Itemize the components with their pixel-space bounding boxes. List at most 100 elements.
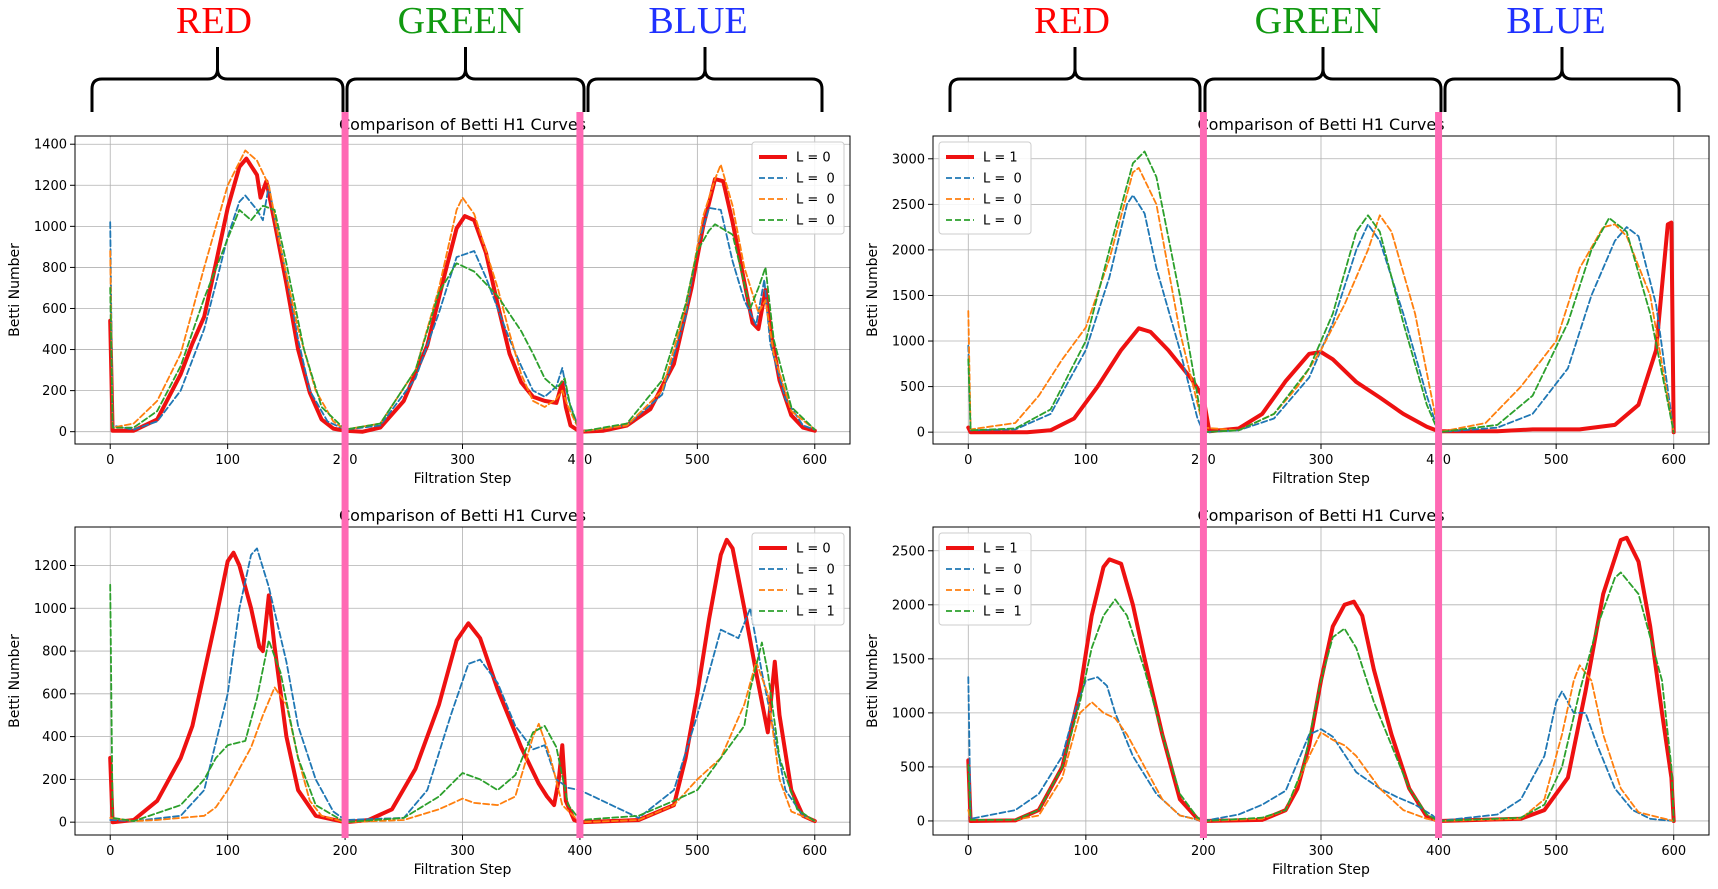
channel-brace [1443, 47, 1681, 112]
series-line-2 [109, 547, 816, 822]
channel-brace [345, 47, 586, 112]
legend-label: L = 0 [983, 214, 1022, 229]
channel-braces [90, 47, 1681, 112]
y-tick-label: 0 [917, 426, 925, 441]
x-tick-label: 200 [333, 844, 358, 859]
legend-label: L = 0 [796, 151, 831, 166]
series-line-2 [967, 194, 1675, 434]
y-tick-label: 1500 [892, 289, 925, 304]
legend-label: L = 0 [983, 584, 1022, 599]
right-channel-label-blue: BLUE [1506, 0, 1605, 42]
legend-label: L = 0 [796, 193, 835, 208]
x-tick-label: 0 [106, 844, 114, 859]
x-tick-label: 100 [215, 453, 240, 468]
series-line-4 [109, 204, 816, 433]
y-tick-label: 0 [917, 814, 925, 829]
x-axis-label: Filtration Step [414, 862, 512, 878]
legend-label: L = 0 [983, 172, 1022, 187]
y-tick-label: 1000 [892, 706, 925, 721]
legend-box [751, 141, 845, 235]
legend: L = 1 L = 0 L = 0 L = 0 [938, 141, 1032, 235]
chart-title: Comparison of Betti H1 Curves [339, 115, 586, 134]
x-tick-label: 400 [568, 844, 593, 859]
y-tick-label: 1500 [892, 652, 925, 667]
x-axis-label: Filtration Step [1272, 471, 1370, 487]
x-tick-label: 100 [1073, 844, 1098, 859]
left-channel-label-green: GREEN [398, 0, 525, 42]
y-tick-label: 1000 [34, 602, 67, 617]
y-tick-label: 200 [42, 384, 67, 399]
x-tick-label: 100 [215, 844, 240, 859]
y-tick-label: 800 [42, 261, 67, 276]
chart-panel-4: Comparison of Betti H1 Curves 0 100 200 300 4… [865, 506, 1710, 878]
legend-label: L = 1 [983, 151, 1018, 166]
x-tick-label: 300 [450, 453, 475, 468]
y-tick-label: 500 [900, 760, 925, 775]
x-tick-label: 600 [1661, 844, 1686, 859]
y-tick-label: 0 [59, 425, 67, 440]
x-tick-label: 600 [1661, 453, 1686, 468]
x-tick-label: 300 [1309, 453, 1334, 468]
x-tick-label: 100 [1073, 453, 1098, 468]
y-tick-label: 1200 [34, 559, 67, 574]
chart-title: Comparison of Betti H1 Curves [339, 506, 586, 525]
left-channel-label-blue: BLUE [648, 0, 747, 42]
axes-frame [932, 526, 1710, 836]
y-tick-label: 1000 [892, 335, 925, 350]
chart-panel-2: Comparison of Betti H1 Curves01002003004… [865, 115, 1710, 487]
legend: L = 0 L = 0 L = 1 L = 1 [751, 532, 845, 626]
legend: L = 1 L = 0 L = 0 L = 1 [938, 532, 1032, 626]
right-channel-label-green: GREEN [1255, 0, 1382, 42]
series-line-3 [109, 149, 816, 433]
legend: L = 0 L = 0 L = 0 L = 0 [751, 141, 845, 235]
y-tick-label: 200 [42, 773, 67, 788]
y-tick-label: 2000 [892, 598, 925, 613]
x-axis-label: Filtration Step [414, 471, 512, 487]
y-tick-label: 2500 [892, 198, 925, 213]
axes-frame [74, 526, 851, 836]
x-tick-label: 500 [1544, 453, 1569, 468]
y-tick-label: 0 [59, 816, 67, 831]
legend-label: L = 1 [796, 584, 835, 599]
series-line-1 [108, 156, 817, 434]
channel-brace [90, 47, 345, 112]
y-tick-label: 2500 [892, 544, 925, 559]
legend-label: L = 0 [796, 172, 835, 187]
y-axis-label: Betti Number [7, 243, 23, 337]
y-tick-label: 1400 [34, 138, 67, 153]
x-tick-label: 500 [1544, 844, 1569, 859]
series-line-3 [967, 167, 1675, 434]
x-tick-label: 400 [1426, 844, 1451, 859]
axes-frame [932, 135, 1710, 445]
series-line-3 [967, 664, 1675, 822]
series-line-4 [967, 571, 1675, 822]
legend-label: L = 1 [983, 605, 1022, 620]
x-tick-label: 200 [1191, 844, 1216, 859]
y-axis-label: Betti Number [7, 634, 23, 728]
x-tick-label: 300 [1309, 844, 1334, 859]
chart-title: Comparison of Betti H1 Curves [1197, 506, 1444, 525]
x-tick-label: 500 [685, 453, 710, 468]
legend-label: L = 0 [983, 193, 1022, 208]
y-tick-label: 800 [42, 645, 67, 660]
y-tick-label: 600 [42, 687, 67, 702]
series-line-1 [966, 535, 1676, 823]
y-tick-label: 1200 [34, 179, 67, 194]
x-tick-label: 500 [685, 844, 710, 859]
y-axis-label: Betti Number [865, 634, 881, 728]
series-group [966, 150, 1676, 435]
x-tick-label: 600 [802, 453, 827, 468]
legend-label: L = 0 [796, 542, 831, 557]
y-tick-label: 600 [42, 302, 67, 317]
x-tick-label: 0 [964, 453, 972, 468]
y-axis-label: Betti Number [865, 243, 881, 337]
y-tick-label: 1000 [34, 220, 67, 235]
x-tick-label: 0 [106, 453, 114, 468]
x-axis-label: Filtration Step [1272, 862, 1370, 878]
axes-frame [74, 135, 851, 445]
x-tick-label: 300 [450, 844, 475, 859]
y-tick-label: 500 [900, 380, 925, 395]
x-tick-label: 600 [802, 844, 827, 859]
legend-label: L = 0 [983, 563, 1022, 578]
